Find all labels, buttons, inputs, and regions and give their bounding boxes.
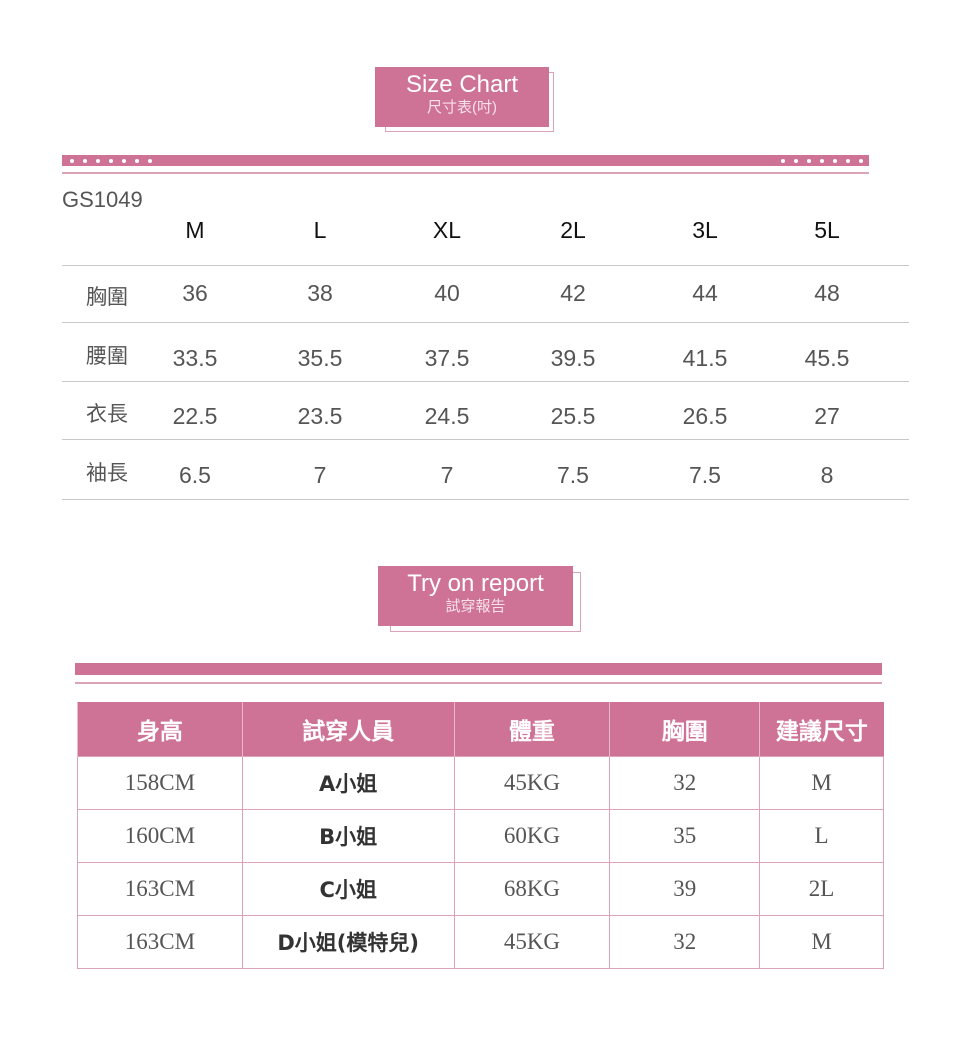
table-cell: M (759, 756, 884, 810)
measurement-value: 24.5 (424, 403, 470, 429)
measurement-value: 8 (820, 462, 834, 488)
size-header: 3L (692, 217, 718, 243)
product-code: GS1049 (62, 187, 143, 212)
table-cell: 163CM (77, 862, 243, 916)
try-on-badge: Try on report 試穿報告 (378, 566, 573, 626)
measurement-value: 6.5 (179, 462, 211, 488)
measurement-value: 7 (440, 462, 454, 488)
table-cell: 35 (609, 809, 761, 863)
table-cell: 60KG (453, 809, 611, 863)
size-header: M (185, 217, 205, 243)
table-cell: C小姐 (241, 862, 455, 916)
measurement-value: 7.5 (689, 462, 721, 488)
size-chart-row (62, 441, 909, 500)
table-row: 160CM B小姐 60KG 35 L (77, 809, 884, 863)
measurement-value: 7.5 (557, 462, 589, 488)
divider-line (75, 682, 882, 684)
table-cell: 32 (609, 915, 761, 969)
size-chart-row (62, 265, 909, 323)
size-chart-row (62, 382, 909, 440)
measurement-value: 40 (434, 280, 460, 306)
column-header: 身高 (77, 702, 243, 757)
table-row: 158CM A小姐 45KG 32 M (77, 756, 884, 810)
table-cell: A小姐 (241, 756, 455, 810)
size-header: 5L (814, 217, 840, 243)
table-cell: 45KG (453, 915, 611, 969)
column-header: 建議尺寸 (759, 702, 884, 757)
measurement-value: 26.5 (682, 403, 728, 429)
measurement-value: 48 (814, 280, 840, 306)
measurement-value: 45.5 (804, 345, 850, 371)
size-chart-row (62, 324, 909, 382)
table-cell: 32 (609, 756, 761, 810)
column-header: 試穿人員 (241, 702, 455, 757)
size-chart-badge: Size Chart 尺寸表(吋) (375, 67, 549, 127)
table-cell: 39 (609, 862, 761, 916)
table-cell: B小姐 (241, 809, 455, 863)
size-header: 2L (560, 217, 586, 243)
table-row: 163CM C小姐 68KG 39 2L (77, 862, 884, 916)
table-cell: 68KG (453, 862, 611, 916)
table-row: 163CM D小姐(模特兒) 45KG 32 M (77, 915, 884, 969)
try-on-subtitle: 試穿報告 (445, 598, 506, 615)
size-header: L (313, 217, 327, 243)
measurement-value: 42 (560, 280, 586, 306)
column-header: 體重 (453, 702, 610, 757)
table-cell: 45KG (453, 756, 611, 810)
measurement-value: 25.5 (550, 403, 596, 429)
table-cell: L (759, 809, 884, 863)
try-on-title: Try on report (407, 570, 544, 597)
measurement-label: 衣長 (86, 403, 128, 426)
measurement-label: 腰圍 (86, 345, 128, 368)
table-cell: 158CM (77, 756, 243, 810)
measurement-label: 袖長 (86, 462, 128, 485)
measurement-value: 38 (307, 280, 333, 306)
measurement-value: 22.5 (172, 403, 218, 429)
measurement-value: 41.5 (682, 345, 728, 371)
measurement-value: 23.5 (297, 403, 343, 429)
measurement-value: 7 (313, 462, 327, 488)
size-chart-divider (62, 264, 909, 266)
measurement-value: 36 (182, 280, 208, 306)
table-cell: D小姐(模特兒) (241, 915, 455, 969)
table-cell: 160CM (77, 809, 243, 863)
table-cell: 163CM (77, 915, 243, 969)
divider-bar (62, 155, 869, 166)
measurement-label: 胸圍 (86, 286, 128, 309)
measurement-value: 44 (692, 280, 718, 306)
measurement-value: 27 (814, 403, 840, 429)
size-chart-title: Size Chart (405, 71, 519, 98)
try-on-table: 身高 試穿人員 體重 胸圍 建議尺寸 158CM A小姐 45KG 32 M 160CM B小姐 60… (77, 702, 884, 969)
measurement-value: 35.5 (297, 345, 343, 371)
table-cell: M (759, 915, 884, 969)
divider-bar (75, 663, 882, 675)
column-header: 胸圍 (609, 702, 760, 757)
table-cell: 2L (759, 862, 884, 916)
size-header: XL (432, 217, 462, 243)
measurement-value: 37.5 (424, 345, 470, 371)
measurement-value: 33.5 (172, 345, 218, 371)
divider-line (62, 172, 869, 174)
size-chart-subtitle: 尺寸表(吋) (427, 99, 497, 116)
measurement-value: 39.5 (550, 345, 596, 371)
